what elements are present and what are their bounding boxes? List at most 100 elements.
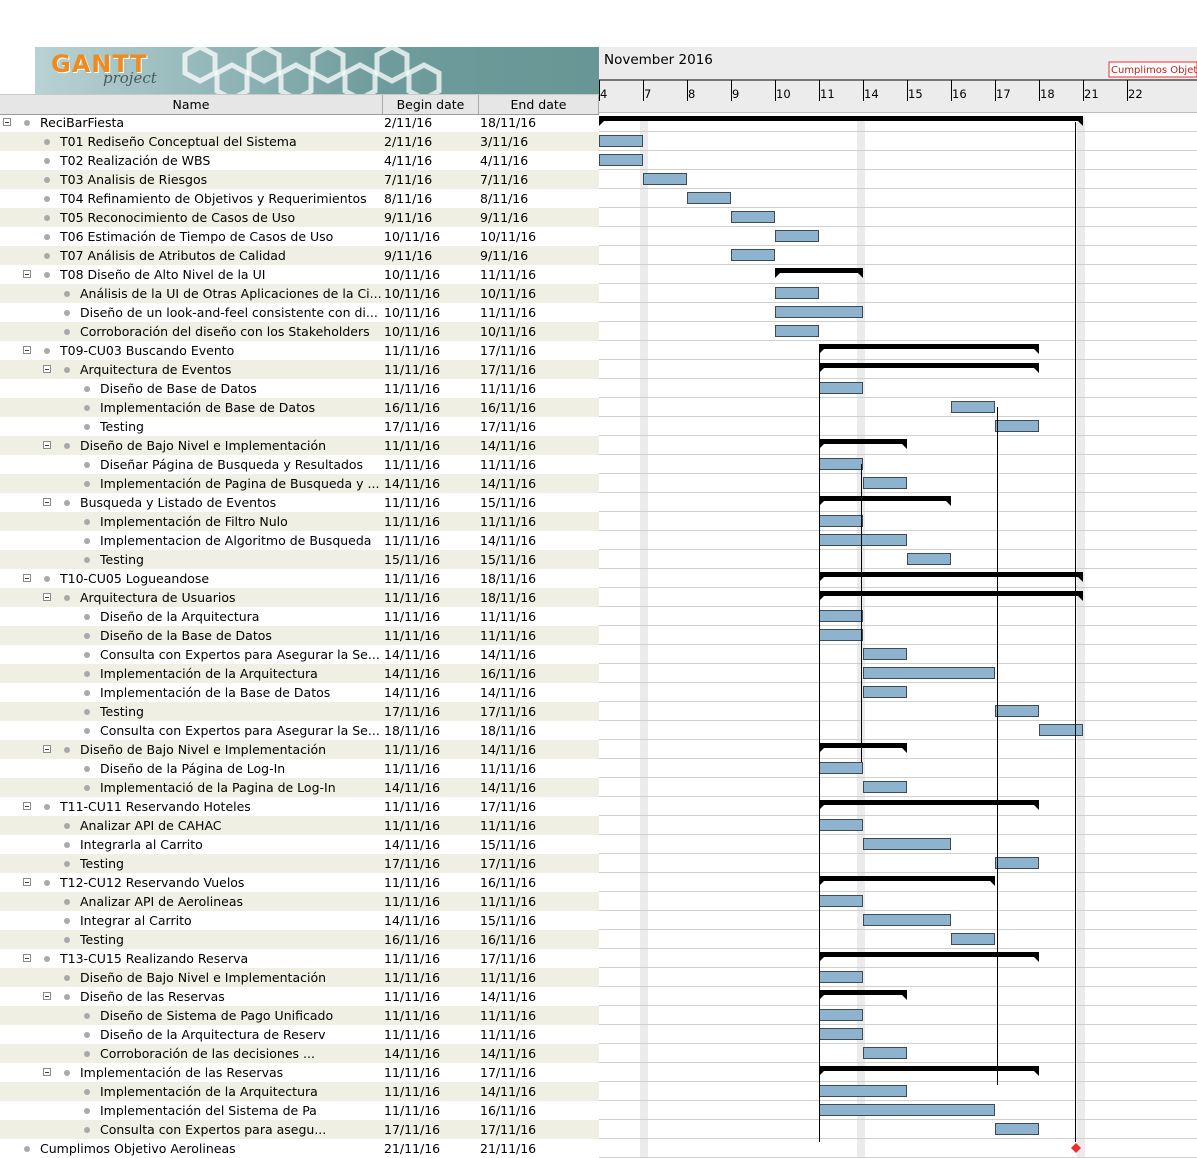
task-end-date[interactable]: 11/11/16: [480, 381, 537, 396]
task-begin-date[interactable]: 11/11/16: [384, 1084, 441, 1099]
task-end-date[interactable]: 14/11/16: [480, 647, 537, 662]
table-row[interactable]: Diseño de la Base de Datos 11/11/16 11/11/…: [0, 626, 599, 645]
task-name-cell[interactable]: T09-CU03 Buscando Evento: [0, 341, 381, 360]
task-name-cell[interactable]: T03 Analisis de Riesgos: [0, 170, 381, 189]
task-end-date[interactable]: 11/11/16: [480, 970, 537, 985]
table-row[interactable]: Consulta con Expertos para asegu... 17/11…: [0, 1120, 599, 1139]
table-row[interactable]: Diseño de un look-and-feel consistente c…: [0, 303, 599, 322]
task-end-date[interactable]: 17/11/16: [480, 419, 537, 434]
task-begin-date[interactable]: 14/11/16: [384, 647, 441, 662]
task-end-date[interactable]: 18/11/16: [480, 723, 537, 738]
task-begin-date[interactable]: 10/11/16: [384, 305, 441, 320]
task-begin-date[interactable]: 11/11/16: [384, 875, 441, 890]
table-row[interactable]: Implementación de Pagina de Busqueda y .…: [0, 474, 599, 493]
task-begin-date[interactable]: 11/11/16: [384, 628, 441, 643]
task-name-cell[interactable]: T06 Estimación de Tiempo de Casos de Uso: [0, 227, 381, 246]
collapse-toggle-icon[interactable]: [23, 270, 31, 278]
task-begin-date[interactable]: 11/11/16: [384, 1103, 441, 1118]
task-name-cell[interactable]: Implementación de Pagina de Busqueda y .…: [0, 474, 381, 493]
task-end-date[interactable]: 17/11/16: [480, 951, 537, 966]
task-begin-date[interactable]: 11/11/16: [384, 590, 441, 605]
table-row[interactable]: Testing 16/11/16 16/11/16: [0, 930, 599, 949]
task-begin-date[interactable]: 2/11/16: [384, 134, 433, 149]
table-row[interactable]: Implementació de la Pagina de Log-In 14/1…: [0, 778, 599, 797]
task-name-cell[interactable]: Testing: [0, 854, 381, 873]
table-row[interactable]: Diseño de Base de Datos 11/11/16 11/11/16: [0, 379, 599, 398]
task-name-cell[interactable]: Diseño de Bajo Nivel e Implementación: [0, 968, 381, 987]
task-end-date[interactable]: 11/11/16: [480, 761, 537, 776]
task-name-cell[interactable]: T04 Refinamiento de Objetivos y Requerim…: [0, 189, 381, 208]
task-begin-date[interactable]: 16/11/16: [384, 932, 441, 947]
task-end-date[interactable]: 14/11/16: [480, 742, 537, 757]
task-begin-date[interactable]: 14/11/16: [384, 780, 441, 795]
task-begin-date[interactable]: 16/11/16: [384, 400, 441, 415]
collapse-toggle-icon[interactable]: [43, 441, 51, 449]
task-begin-date[interactable]: 11/11/16: [384, 495, 441, 510]
task-end-date[interactable]: 7/11/16: [480, 172, 529, 187]
task-begin-date[interactable]: 17/11/16: [384, 419, 441, 434]
task-end-date[interactable]: 17/11/16: [480, 856, 537, 871]
table-row[interactable]: T01 Rediseño Conceptual del Sistema 2/11/…: [0, 132, 599, 151]
task-end-date[interactable]: 11/11/16: [480, 305, 537, 320]
task-end-date[interactable]: 9/11/16: [480, 210, 529, 225]
table-row[interactable]: Arquitectura de Usuarios 11/11/16 18/11/16: [0, 588, 599, 607]
task-begin-date[interactable]: 11/11/16: [384, 1027, 441, 1042]
task-begin-date[interactable]: 7/11/16: [384, 172, 433, 187]
task-begin-date[interactable]: 11/11/16: [384, 894, 441, 909]
table-row[interactable]: Testing 15/11/16 15/11/16: [0, 550, 599, 569]
task-name-cell[interactable]: Consulta con Expertos para Asegurar la S…: [0, 645, 381, 664]
table-row[interactable]: Analizar API de CAHAC 11/11/16 11/11/16: [0, 816, 599, 835]
task-end-date[interactable]: 10/11/16: [480, 229, 537, 244]
task-begin-date[interactable]: 17/11/16: [384, 1122, 441, 1137]
task-name-cell[interactable]: Diseño de la Arquitectura de Reserv: [0, 1025, 381, 1044]
collapse-toggle-icon[interactable]: [43, 992, 51, 1000]
table-row[interactable]: T06 Estimación de Tiempo de Casos de Uso…: [0, 227, 599, 246]
collapse-toggle-icon[interactable]: [43, 1068, 51, 1076]
task-end-date[interactable]: 14/11/16: [480, 1046, 537, 1061]
task-name-cell[interactable]: Diseño de las Reservas: [0, 987, 381, 1006]
table-row[interactable]: Implementación de la Base de Datos 14/11/…: [0, 683, 599, 702]
task-end-date[interactable]: 11/11/16: [480, 609, 537, 624]
task-name-cell[interactable]: Implementació de la Pagina de Log-In: [0, 778, 381, 797]
task-name-cell[interactable]: Implementación de la Arquitectura: [0, 1082, 381, 1101]
task-name-cell[interactable]: Diseño de un look-and-feel consistente c…: [0, 303, 381, 322]
task-begin-date[interactable]: 9/11/16: [384, 248, 433, 263]
task-begin-date[interactable]: 18/11/16: [384, 723, 441, 738]
task-name-cell[interactable]: Corroboración del diseño con los Stakeho…: [0, 322, 381, 341]
task-begin-date[interactable]: 11/11/16: [384, 970, 441, 985]
column-header-end-date[interactable]: End date: [479, 95, 599, 114]
task-end-date[interactable]: 14/11/16: [480, 685, 537, 700]
task-begin-date[interactable]: 11/11/16: [384, 818, 441, 833]
table-row[interactable]: Implementacion de Algoritmo de Busqueda 1…: [0, 531, 599, 550]
table-row[interactable]: Consulta con Expertos para Asegurar la S…: [0, 645, 599, 664]
task-end-date[interactable]: 16/11/16: [480, 932, 537, 947]
task-begin-date[interactable]: 14/11/16: [384, 476, 441, 491]
task-name-cell[interactable]: Implementacion de Algoritmo de Busqueda: [0, 531, 381, 550]
task-end-date[interactable]: 11/11/16: [480, 1008, 537, 1023]
task-end-date[interactable]: 14/11/16: [480, 780, 537, 795]
task-name-cell[interactable]: T12-CU12 Reservando Vuelos: [0, 873, 381, 892]
task-end-date[interactable]: 16/11/16: [480, 666, 537, 681]
task-end-date[interactable]: 15/11/16: [480, 837, 537, 852]
task-begin-date[interactable]: 11/11/16: [384, 457, 441, 472]
collapse-toggle-icon[interactable]: [23, 802, 31, 810]
task-begin-date[interactable]: 4/11/16: [384, 153, 433, 168]
table-row[interactable]: Diseño de Bajo Nivel e Implementación 11/…: [0, 436, 599, 455]
task-name-cell[interactable]: Testing: [0, 930, 381, 949]
table-row[interactable]: Diseño de la Página de Log-In 11/11/16 11/…: [0, 759, 599, 778]
task-end-date[interactable]: 11/11/16: [480, 628, 537, 643]
table-row[interactable]: Implementación del Sistema de Pa 11/11/16…: [0, 1101, 599, 1120]
task-end-date[interactable]: 16/11/16: [480, 400, 537, 415]
task-end-date[interactable]: 14/11/16: [480, 533, 537, 548]
task-end-date[interactable]: 17/11/16: [480, 362, 537, 377]
task-name-cell[interactable]: T02 Realización de WBS: [0, 151, 381, 170]
task-name-cell[interactable]: Analizar API de Aerolineas: [0, 892, 381, 911]
table-row[interactable]: T07 Análisis de Atributos de Calidad 9/11…: [0, 246, 599, 265]
task-end-date[interactable]: 11/11/16: [480, 267, 537, 282]
task-name-cell[interactable]: T01 Rediseño Conceptual del Sistema: [0, 132, 381, 151]
column-header-begin-date[interactable]: Begin date: [383, 95, 479, 114]
task-begin-date[interactable]: 11/11/16: [384, 1065, 441, 1080]
task-begin-date[interactable]: 8/11/16: [384, 191, 433, 206]
table-row[interactable]: Consulta con Expertos para Asegurar la S…: [0, 721, 599, 740]
task-name-cell[interactable]: Corroboración de las decisiones ...: [0, 1044, 381, 1063]
